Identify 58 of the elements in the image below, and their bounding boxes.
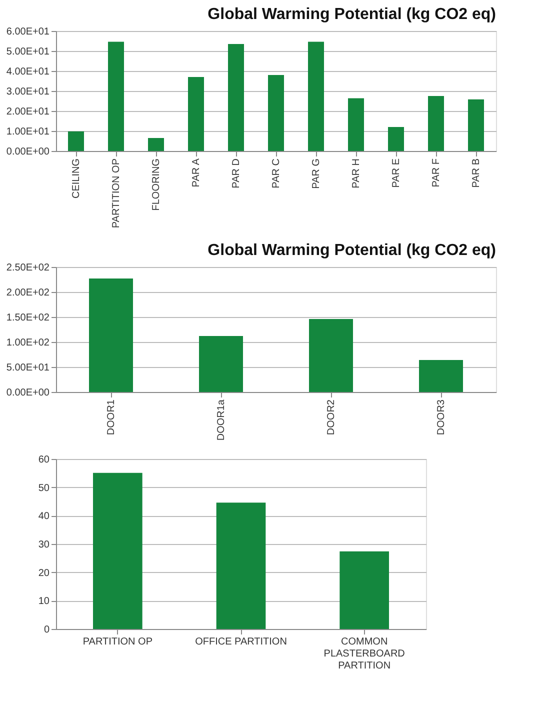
x-tick-label: DOOR3 xyxy=(436,399,447,436)
x-tick-label: DOOR1a xyxy=(216,399,227,441)
y-tick-label: 2.00E+02 xyxy=(6,288,50,298)
y-tick-label: 40 xyxy=(38,511,50,522)
bar xyxy=(199,336,243,392)
x-tick-label: DOOR1 xyxy=(106,399,117,436)
x-tick-label: PARTITION OP xyxy=(82,636,153,648)
bar xyxy=(228,44,244,151)
x-tick-label: PAR D xyxy=(231,158,242,188)
x-tick-label: PAR F xyxy=(431,158,442,188)
x-tick-label: CEILING xyxy=(71,158,82,199)
x-tick-label: PAR G xyxy=(311,158,322,189)
x-tick-label: OFFICE PARTITION xyxy=(195,636,287,648)
y-tick-label: 20 xyxy=(38,568,50,579)
y-tick-label: 60 xyxy=(38,454,50,466)
x-tick-label: DOOR2 xyxy=(326,399,337,436)
bar xyxy=(216,502,266,629)
y-tick-label: 0.00E+00 xyxy=(6,388,50,398)
y-tick-label: 5.00E+01 xyxy=(6,362,50,374)
chart-title: Global Warming Potential (kg CO2 eq) xyxy=(208,6,496,23)
y-tick-label: 50 xyxy=(38,482,50,494)
y-tick-label: 6.00E+01 xyxy=(6,26,50,38)
y-tick-label: 3.00E+01 xyxy=(6,86,50,98)
bar xyxy=(89,278,133,392)
y-tick-label: 2.00E+01 xyxy=(6,106,50,118)
chart-title: Global Warming Potential (kg CO2 eq) xyxy=(208,242,496,259)
y-tick-label: 10 xyxy=(38,596,50,608)
bar xyxy=(419,360,463,392)
y-tick-label: 0.00E+00 xyxy=(6,146,50,158)
bar xyxy=(348,98,364,151)
y-tick-label: 4.00E+01 xyxy=(6,66,50,78)
bar xyxy=(428,96,444,151)
x-tick-label: PAR A xyxy=(191,158,202,188)
bar xyxy=(148,138,164,151)
y-tick-label: 1.50E+02 xyxy=(6,312,50,324)
x-tick-label: FLOORING xyxy=(151,158,162,211)
bar xyxy=(68,131,84,151)
bar xyxy=(309,319,353,392)
y-tick-label: 5.00E+01 xyxy=(6,46,50,58)
y-tick-label: 1.00E+01 xyxy=(6,126,50,138)
y-tick-label: 30 xyxy=(38,540,50,550)
x-tick-label: PARTITION OP xyxy=(111,158,122,228)
x-tick-label: PAR H xyxy=(351,158,362,188)
bar xyxy=(388,127,404,151)
bar xyxy=(268,75,284,151)
x-tick-label: PAR E xyxy=(391,158,402,188)
bar xyxy=(468,99,484,151)
bar xyxy=(108,42,124,151)
bar xyxy=(340,551,389,629)
bar xyxy=(188,77,204,151)
y-tick-label: 0 xyxy=(44,624,50,636)
x-tick-label: COMMON PLASTERBOARD PARTITION xyxy=(324,636,405,672)
y-tick-label: 1.00E+02 xyxy=(6,338,50,348)
x-tick-label: PAR B xyxy=(471,158,482,188)
bar xyxy=(93,472,142,629)
y-tick-label: 2.50E+02 xyxy=(6,262,50,274)
bar xyxy=(308,42,324,151)
x-tick-label: PAR C xyxy=(271,158,282,188)
